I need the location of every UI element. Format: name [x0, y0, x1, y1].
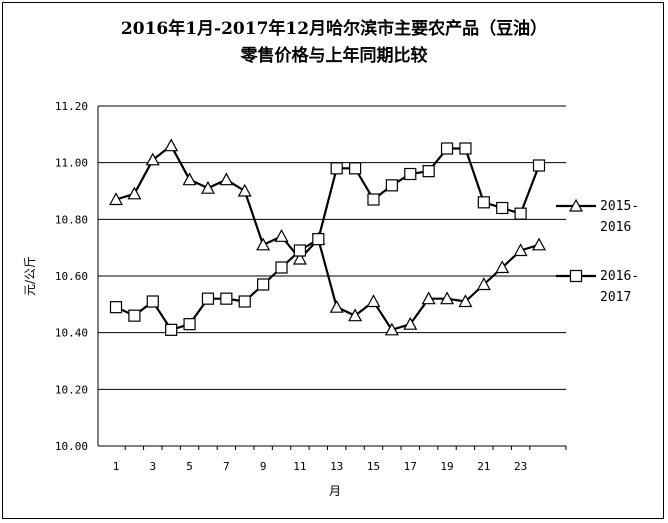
square-point [422, 165, 435, 178]
square-point [238, 295, 251, 308]
series-2016-2017 [109, 142, 546, 336]
triangle-point [237, 183, 252, 197]
square-point [330, 162, 343, 175]
x-tick-label: 19 [440, 460, 453, 473]
y-tick-label: 11.20 [55, 100, 88, 113]
triangle-point [366, 294, 381, 308]
triangle-point [421, 291, 436, 305]
legend-label: 2017 [600, 290, 631, 305]
x-tick-label: 5 [186, 460, 193, 473]
series-group [108, 138, 547, 336]
x-tick-label: 11 [293, 460, 306, 473]
x-tick-label: 21 [477, 460, 490, 473]
square-point [220, 292, 233, 305]
triangle-point [403, 316, 418, 330]
triangle-point [108, 192, 124, 206]
legend: 2015- 2016 2016- 2017 [556, 198, 639, 305]
triangle-point [329, 299, 344, 313]
square-point [348, 162, 362, 175]
y-tick-labels: 10.00 10.20 10.40 10.60 10.80 11.00 11.20 [55, 100, 88, 453]
axes [97, 106, 567, 450]
y-tick-label: 11.00 [55, 157, 88, 170]
legend-label: 2016- [600, 269, 639, 284]
triangle-point [292, 251, 307, 265]
y-tick-label: 10.20 [55, 383, 88, 396]
y-axis-label: 元/公斤 [23, 256, 37, 296]
chart-frame [2, 2, 664, 519]
y-tick-label: 10.60 [55, 270, 88, 283]
square-point [293, 244, 307, 257]
triangle-point [495, 260, 510, 274]
x-tick-label: 1 [113, 460, 120, 473]
triangle-point [127, 186, 142, 200]
triangle-point [200, 180, 215, 194]
square-point [496, 201, 509, 215]
square-point [367, 193, 380, 206]
square-point [165, 323, 178, 336]
x-tick-label: 3 [149, 460, 156, 473]
square-point [514, 207, 527, 220]
x-tick-label: 23 [514, 460, 527, 473]
square-point [569, 269, 583, 283]
square-point [109, 301, 123, 314]
x-tick-label: 17 [404, 460, 417, 473]
square-point [385, 179, 398, 192]
series-line [115, 147, 541, 331]
triangle-point [458, 294, 473, 308]
series-line [115, 144, 540, 331]
square-point [275, 261, 288, 274]
chart-title-line1: 2016年1月-2017年12月哈尔滨市主要农产品（豆油） [120, 19, 548, 39]
triangle-point [568, 198, 584, 212]
legend-label: 2016 [600, 220, 631, 235]
triangle-point [274, 229, 289, 242]
x-tick-labels: 1 3 5 7 9 11 13 15 17 19 21 23 [113, 460, 528, 473]
triangle-point [531, 237, 547, 251]
square-point [128, 309, 141, 322]
x-axis-label: 月 [329, 484, 341, 498]
x-tick-label: 13 [330, 460, 343, 473]
square-point [532, 159, 546, 172]
x-tick-label: 15 [367, 460, 380, 473]
square-point [201, 292, 215, 305]
triangle-point [384, 322, 399, 336]
square-point [312, 233, 325, 246]
square-point [146, 295, 159, 308]
square-point [183, 318, 196, 331]
triangle-point [256, 237, 271, 251]
triangle-point [513, 243, 528, 257]
series-2015-2016 [108, 138, 547, 336]
triangle-point [182, 172, 197, 186]
legend-label: 2015- [600, 199, 639, 214]
triangle-point [440, 291, 455, 305]
chart-title-line2: 零售价格与上年同期比较 [240, 46, 428, 66]
legend-item-2015-2016: 2015- 2016 [556, 198, 639, 235]
triangle-point [348, 308, 363, 322]
square-point [440, 142, 454, 155]
legend-item-2016-2017: 2016- 2017 [556, 269, 639, 305]
y-tick-label: 10.80 [55, 213, 88, 226]
triangle-point [145, 152, 160, 166]
y-tick-label: 10.40 [55, 327, 88, 340]
x-tick-label: 7 [223, 460, 230, 473]
square-point [257, 278, 270, 291]
triangle-point [476, 277, 491, 291]
square-point [459, 142, 472, 155]
triangle-point [219, 172, 234, 186]
x-tick-label: 9 [260, 460, 267, 473]
y-tick-label: 10.00 [55, 440, 88, 453]
triangle-point [164, 138, 179, 152]
square-point [477, 196, 490, 209]
square-point [404, 167, 417, 181]
